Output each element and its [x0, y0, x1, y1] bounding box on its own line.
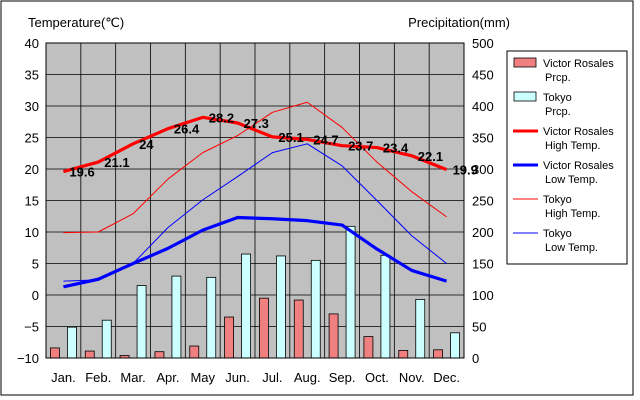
- data-label: 28.2: [209, 110, 234, 125]
- data-label: 26.4: [174, 122, 200, 137]
- legend-label: Victor Rosales: [543, 160, 614, 172]
- precip-bar: [241, 253, 251, 359]
- y-right-axis-label: Precipitation(mm): [408, 15, 510, 30]
- precip-bar: [189, 345, 200, 359]
- y-right-tick: 400: [472, 99, 494, 114]
- y-right-tick: 250: [472, 194, 494, 209]
- y-right-tick: 200: [472, 225, 494, 240]
- legend-label: Tokyo: [543, 194, 572, 206]
- y-left-tick: 0: [32, 288, 39, 303]
- precip-bar: [154, 351, 165, 359]
- legend-swatch: [513, 91, 537, 102]
- y-right-tick: 100: [472, 288, 494, 303]
- y-left-tick: −5: [24, 320, 39, 335]
- temp-line: [63, 101, 447, 234]
- legend: Victor Rosales Prcp. Tokyo Prcp. Victor Rosa…: [506, 50, 628, 265]
- precip-bar: [50, 347, 60, 359]
- y-right-tick: 150: [472, 257, 494, 272]
- data-label: 22.1: [418, 149, 443, 164]
- y-right-tick: 500: [472, 36, 494, 51]
- y-left-axis-label: Temperature(℃): [28, 15, 124, 30]
- temp-line: [63, 215, 448, 289]
- y-right-tick: 300: [472, 162, 494, 177]
- legend-label: Tokyo: [543, 228, 572, 240]
- x-tick: Jan.: [51, 370, 76, 385]
- x-tick: Sep.: [329, 370, 356, 385]
- legend-label: Prcp.: [545, 72, 571, 84]
- legend-label: Victor Rosales: [543, 58, 614, 70]
- data-label: 24.7: [313, 132, 338, 147]
- x-tick: Jul.: [262, 370, 282, 385]
- precip-bar: [380, 254, 391, 359]
- precip-bar: [363, 336, 374, 359]
- precip-bar: [433, 349, 443, 359]
- x-tick: Feb.: [85, 370, 111, 385]
- precip-bar: [136, 285, 147, 359]
- x-tick: May: [190, 370, 215, 385]
- legend-label: Low Temp.: [545, 174, 598, 186]
- precip-bar: [345, 225, 356, 359]
- data-label: 25.1: [278, 130, 303, 145]
- legend-label: Tokyo: [543, 92, 572, 104]
- precip-bar: [276, 255, 286, 359]
- legend-label: Victor Rosales: [543, 126, 614, 138]
- data-label: 24: [139, 137, 154, 152]
- y-left-tick: 35: [25, 68, 39, 83]
- x-tick: Apr.: [156, 370, 179, 385]
- legend-box: [506, 50, 628, 265]
- legend-swatch: [513, 57, 537, 68]
- precip-bar: [206, 276, 217, 359]
- x-tick: Jun.: [225, 370, 250, 385]
- data-label: 19.9: [453, 163, 478, 178]
- y-left-tick: 15: [25, 194, 39, 209]
- y-left-tick: 25: [25, 131, 39, 146]
- precip-bar: [224, 316, 234, 359]
- x-tick: Mar.: [120, 370, 145, 385]
- precip-bar: [293, 299, 304, 359]
- y-right-tick: 450: [472, 68, 494, 83]
- x-tick: Oct.: [365, 370, 389, 385]
- y-left-tick: 20: [25, 162, 39, 177]
- x-tick: Dec.: [433, 370, 460, 385]
- data-label: 21.1: [104, 155, 129, 170]
- y-right-tick: 50: [472, 320, 486, 335]
- precip-bar: [450, 332, 460, 359]
- data-label: 23.7: [348, 139, 373, 154]
- y-left-tick: 40: [25, 36, 39, 51]
- y-left-tick: −10: [17, 351, 39, 366]
- precip-bar: [310, 259, 321, 359]
- temp-line: [62, 115, 448, 174]
- precip-bar: [328, 313, 339, 359]
- x-tick: Aug.: [294, 370, 321, 385]
- legend-label: High Temp.: [545, 140, 600, 152]
- precip-bar: [398, 350, 409, 359]
- y-right-tick: 0: [472, 351, 479, 366]
- y-right-tick: 350: [472, 131, 494, 146]
- precip-bar: [259, 297, 269, 359]
- legend-label: Low Temp.: [545, 242, 598, 254]
- x-tick: Nov.: [399, 370, 425, 385]
- data-label: 27.3: [244, 116, 269, 131]
- y-left-tick: 30: [25, 99, 39, 114]
- precip-bar: [67, 326, 77, 359]
- precip-bar: [415, 299, 426, 359]
- plot-border: [45, 42, 465, 359]
- legend-label: High Temp.: [545, 208, 600, 220]
- legend-label: Prcp.: [545, 106, 571, 118]
- data-label: 19.6: [69, 165, 94, 180]
- y-left-tick: 10: [25, 225, 39, 240]
- precip-bar: [171, 275, 182, 359]
- data-label: 23.4: [383, 141, 409, 156]
- precip-bar: [84, 350, 95, 359]
- y-left-tick: 5: [32, 257, 39, 272]
- precip-bar: [101, 319, 112, 359]
